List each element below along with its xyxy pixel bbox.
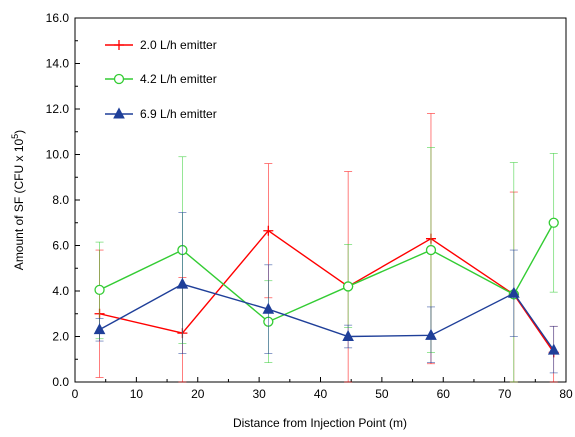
y-tick-label: 16.0: [46, 11, 70, 25]
y-tick-label: 0.0: [52, 375, 69, 389]
triangle-marker: [262, 302, 275, 314]
plus-marker: [114, 40, 124, 50]
legend-label: 6.9 L/h emitter: [140, 107, 217, 121]
y-axis-label-main: Amount of SF (CFU x 10: [12, 138, 26, 270]
legend-label: 4.2 L/h emitter: [140, 72, 217, 86]
series-2: [94, 147, 559, 383]
y-axis-label: Amount of SF (CFU x 105): [10, 130, 26, 270]
legend-item-2: 4.2 L/h emitter: [105, 72, 217, 86]
legend-label: 2.0 L/h emitter: [140, 38, 217, 52]
series-line: [99, 283, 555, 351]
circle-marker: [94, 284, 105, 296]
triangle-marker: [342, 329, 354, 341]
x-tick-label: 40: [314, 387, 328, 401]
triangle-marker: [547, 343, 560, 355]
x-tick-label: 50: [375, 387, 389, 401]
triangle-marker: [508, 286, 520, 298]
series-3: [93, 212, 560, 374]
x-tick-label: 0: [72, 387, 79, 401]
triangle-marker: [93, 323, 106, 335]
x-tick-label: 60: [437, 387, 451, 401]
x-tick-label: 70: [498, 387, 512, 401]
circle-marker: [113, 73, 125, 85]
triangle-marker: [176, 277, 189, 289]
circle-marker: [425, 244, 437, 256]
legend: 2.0 L/h emitter 4.2 L/h emitter 6.9 L/h em…: [105, 38, 217, 121]
x-axis-label: Distance from Injection Point (m): [233, 416, 407, 430]
triangle-marker: [113, 107, 125, 119]
y-tick-label: 6.0: [52, 239, 69, 253]
legend-item-3: 6.9 L/h emitter: [105, 107, 217, 121]
circle-marker: [342, 281, 354, 292]
triangle-marker: [425, 328, 437, 340]
x-tick-label: 30: [252, 387, 266, 401]
circle-marker: [548, 217, 559, 228]
y-axis-label-superscript: 5: [10, 134, 20, 139]
y-tick-label: 4.0: [52, 284, 69, 298]
y-tick-label: 2.0: [52, 330, 69, 344]
y-tick-label: 12.0: [46, 102, 70, 116]
y-axis-label-tail: ): [12, 130, 26, 134]
legend-item-1: 2.0 L/h emitter: [105, 38, 217, 52]
x-tick-label: 80: [559, 387, 573, 401]
x-tick-label: 20: [191, 387, 205, 401]
y-tick-label: 10.0: [46, 148, 70, 162]
y-tick-label: 8.0: [52, 193, 69, 207]
x-axis: 0 10 20 30 40 50 60 70 80: [72, 377, 573, 401]
series-layer: [93, 113, 560, 383]
series-1: [94, 113, 559, 383]
y-axis: 0.0 2.0 4.0 6.0 8.0 10.0 12.0 14.0 16.0: [46, 11, 80, 389]
plus-marker: [263, 225, 274, 236]
y-tick-label: 14.0: [46, 57, 70, 71]
x-tick-label: 10: [130, 387, 144, 401]
